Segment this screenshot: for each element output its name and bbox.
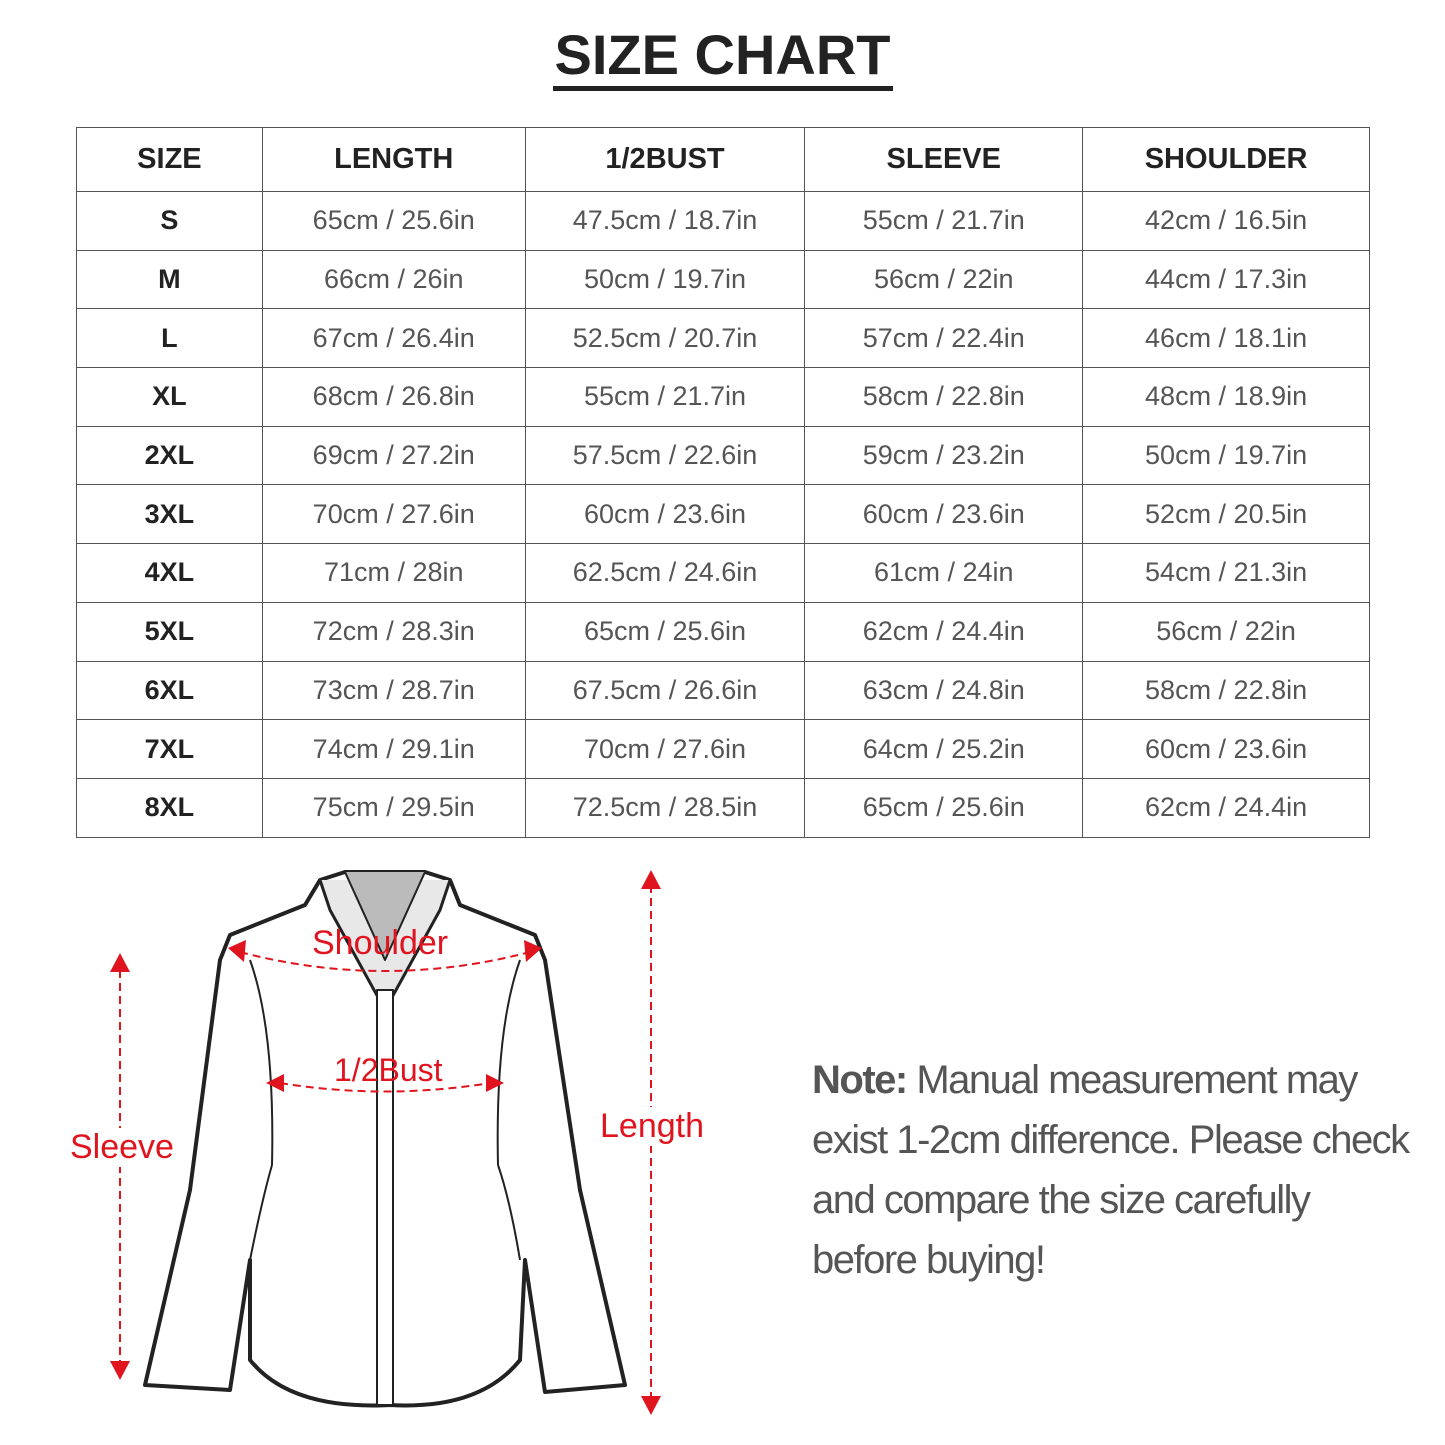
table-row: 8XL 75cm / 29.5in 72.5cm / 28.5in 65cm / 25… [76, 777, 1370, 838]
measurement-cell: 62.5cm / 24.6in [524, 543, 806, 603]
size-cell: 4XL [76, 543, 263, 603]
measurement-cell: 46cm / 18.1in [1082, 308, 1370, 369]
measurement-cell: 75cm / 29.5in [261, 777, 526, 838]
measurement-cell: 52cm / 20.5in [1082, 484, 1370, 545]
measurement-cell: 50cm / 19.7in [1082, 425, 1370, 486]
measurement-cell: 71cm / 28in [261, 543, 526, 603]
measurement-cell: 66cm / 26in [261, 249, 526, 310]
measurement-cell: 52.5cm / 20.7in [524, 308, 806, 369]
length-label: Length [600, 1107, 704, 1146]
table-row: 5XL 72cm / 28.3in 65cm / 25.6in 62cm / 24.4… [76, 601, 1370, 662]
measurement-cell: 54cm / 21.3in [1082, 543, 1370, 603]
table-row: 4XL 71cm / 28in 62.5cm / 24.6in 61cm / 24in… [76, 543, 1370, 603]
table-row: M 66cm / 26in 50cm / 19.7in 56cm / 22in 44cm… [76, 249, 1370, 310]
size-cell: 8XL [76, 777, 263, 838]
note-label: Note: [812, 1058, 908, 1102]
note-text: Manual measurement may exist 1-2cm diffe… [812, 1058, 1410, 1282]
table-row: XL 68cm / 26.8in 55cm / 21.7in 58cm / 22.8i… [76, 367, 1370, 427]
table-row: 2XL 69cm / 27.2in 57.5cm / 22.6in 59cm / 23… [76, 425, 1370, 486]
measurement-cell: 55cm / 21.7in [804, 191, 1084, 251]
measurement-cell: 67cm / 26.4in [261, 308, 526, 369]
size-cell: XL [76, 367, 263, 427]
size-table: SIZE LENGTH 1/2BUST SLEEVE SHOULDER S 65cm / … [76, 127, 1370, 838]
measurement-cell: 58cm / 22.8in [1082, 660, 1370, 721]
sleeve-label: Sleeve [70, 1128, 174, 1167]
measurement-cell: 44cm / 17.3in [1082, 249, 1370, 310]
measurement-cell: 65cm / 25.6in [261, 191, 526, 251]
measurement-cell: 62cm / 24.4in [1082, 777, 1370, 838]
shirt-outline [143, 870, 627, 1408]
page-title: SIZE CHART [552, 24, 893, 91]
measurement-cell: 48cm / 18.9in [1082, 367, 1370, 427]
measurement-cell: 64cm / 25.2in [804, 719, 1084, 779]
column-header: SLEEVE [804, 127, 1084, 192]
measurement-cell: 61cm / 24in [804, 543, 1084, 603]
shoulder-label: Shoulder [312, 924, 449, 962]
note: Note: Manual measurement may exist 1-2cm… [812, 1050, 1412, 1290]
measurement-cell: 56cm / 22in [804, 249, 1084, 310]
size-cell: L [76, 308, 263, 369]
measurement-cell: 59cm / 23.2in [804, 425, 1084, 486]
size-cell: 2XL [76, 425, 263, 486]
arrow-heads [110, 870, 661, 1415]
measurement-cell: 55cm / 21.7in [524, 367, 806, 427]
table-row: 7XL 74cm / 29.1in 70cm / 27.6in 64cm / 25.2… [76, 719, 1370, 779]
column-header: SIZE [76, 127, 263, 192]
measurement-cell: 69cm / 27.2in [261, 425, 526, 486]
measurement-cell: 68cm / 26.8in [261, 367, 526, 427]
size-cell: M [76, 249, 263, 310]
measurement-cell: 65cm / 25.6in [524, 601, 806, 662]
size-cell: 3XL [76, 484, 263, 545]
measurement-cell: 60cm / 23.6in [804, 484, 1084, 545]
measurement-cell: 65cm / 25.6in [804, 777, 1084, 838]
measurement-cell: 56cm / 22in [1082, 601, 1370, 662]
table-row: L 67cm / 26.4in 52.5cm / 20.7in 57cm / 22.4… [76, 308, 1370, 369]
measurement-cell: 62cm / 24.4in [804, 601, 1084, 662]
size-cell: S [76, 191, 263, 251]
column-header: LENGTH [261, 127, 526, 192]
column-header: 1/2BUST [524, 127, 806, 192]
measurement-cell: 74cm / 29.1in [261, 719, 526, 779]
measurement-cell: 67.5cm / 26.6in [524, 660, 806, 721]
column-header: SHOULDER [1082, 127, 1370, 192]
size-cell: 6XL [76, 660, 263, 721]
measure-lines [119, 885, 652, 1400]
size-cell: 7XL [76, 719, 263, 779]
measurement-cell: 73cm / 28.7in [261, 660, 526, 721]
measurement-cell: 70cm / 27.6in [524, 719, 806, 779]
measurement-cell: 72cm / 28.3in [261, 601, 526, 662]
measurement-cell: 70cm / 27.6in [261, 484, 526, 545]
table-row: S 65cm / 25.6in 47.5cm / 18.7in 55cm / 21.7… [76, 191, 1370, 251]
size-cell: 5XL [76, 601, 263, 662]
measurement-cell: 60cm / 23.6in [1082, 719, 1370, 779]
table-row: 6XL 73cm / 28.7in 67.5cm / 26.6in 63cm / 24… [76, 660, 1370, 721]
measurement-cell: 58cm / 22.8in [804, 367, 1084, 427]
header-row: SIZE LENGTH 1/2BUST SLEEVE SHOULDER [76, 127, 1370, 192]
measurement-cell: 60cm / 23.6in [524, 484, 806, 545]
measurement-cell: 47.5cm / 18.7in [524, 191, 806, 251]
bust-label: 1/2Bust [334, 1052, 443, 1088]
measurement-cell: 57cm / 22.4in [804, 308, 1084, 369]
measurement-cell: 72.5cm / 28.5in [524, 777, 806, 838]
measurement-cell: 63cm / 24.8in [804, 660, 1084, 721]
shirt-diagram [110, 870, 661, 1415]
table-row: 3XL 70cm / 27.6in 60cm / 23.6in 60cm / 23.6… [76, 484, 1370, 545]
measurement-cell: 50cm / 19.7in [524, 249, 806, 310]
measurement-cell: 42cm / 16.5in [1082, 191, 1370, 251]
measurement-cell: 57.5cm / 22.6in [524, 425, 806, 486]
title: SIZE CHART [0, 24, 1445, 91]
